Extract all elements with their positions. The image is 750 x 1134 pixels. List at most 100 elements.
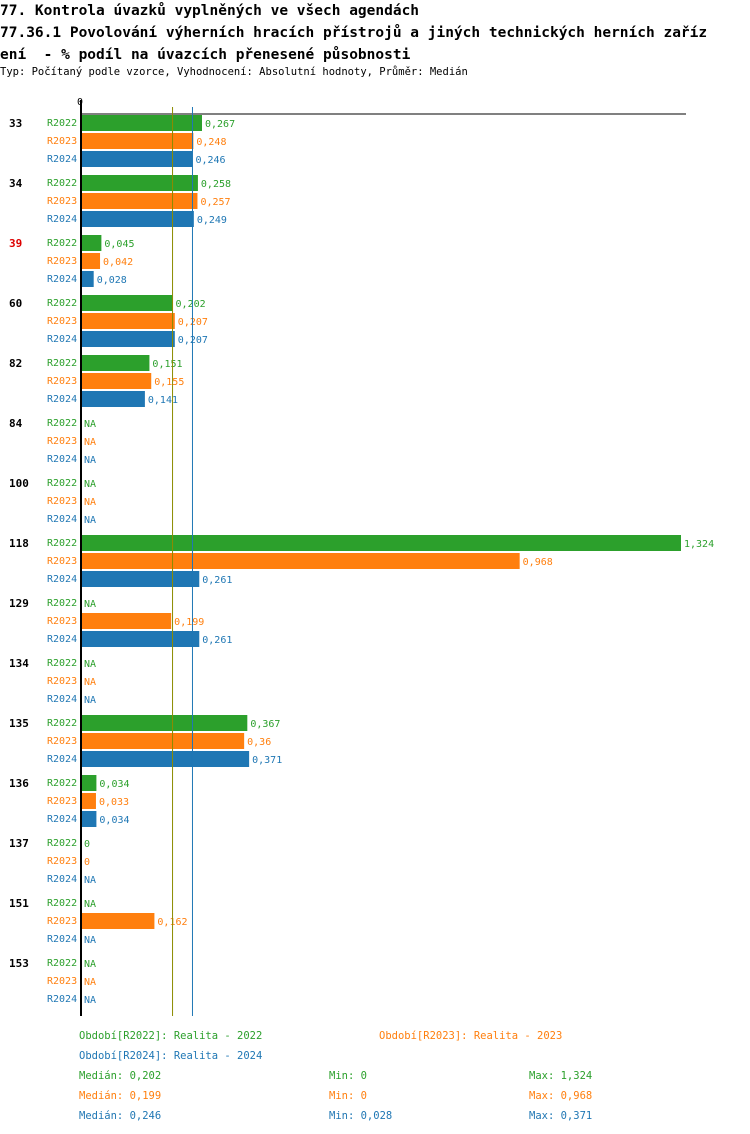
bar-136-r2022 <box>81 775 97 791</box>
data-label-137-r2022: 0 <box>84 839 90 850</box>
series-label-r2022: R2022 <box>47 298 77 309</box>
data-label-33-r2024: 0,246 <box>195 155 225 166</box>
series-label-r2023: R2023 <box>47 556 77 567</box>
category-label-129: 129 <box>9 597 29 610</box>
data-label-153-r2023: NA <box>84 977 96 988</box>
data-label-100-r2024: NA <box>84 515 96 526</box>
bar-60-r2023 <box>81 313 175 329</box>
data-label-136-r2024: 0,034 <box>99 815 129 826</box>
data-label-137-r2024: NA <box>84 875 96 886</box>
category-label-60: 60 <box>9 297 22 310</box>
data-label-135-r2024: 0,371 <box>252 755 282 766</box>
stat-median-r2023: Medián: 0,199 <box>79 1090 162 1102</box>
bar-33-r2023 <box>81 133 194 149</box>
bar-118-r2022 <box>81 535 681 551</box>
series-label-r2024: R2024 <box>47 994 77 1005</box>
chart-subtitle: Typ: Počítaný podle vzorce, Vyhodnocení:… <box>0 66 468 78</box>
category-label-136: 136 <box>9 777 29 790</box>
data-label-129-r2024: 0,261 <box>202 635 232 646</box>
series-label-r2023: R2023 <box>47 496 77 507</box>
data-label-137-r2023: 0 <box>84 857 90 868</box>
series-label-r2023: R2023 <box>47 316 77 327</box>
bar-82-r2022 <box>81 355 150 371</box>
data-label-39-r2022: 0,045 <box>104 239 134 250</box>
series-label-r2023: R2023 <box>47 856 77 867</box>
bar-136-r2023 <box>81 793 96 809</box>
data-label-118-r2024: 0,261 <box>202 575 232 586</box>
bar-39-r2022 <box>81 235 102 251</box>
series-label-r2024: R2024 <box>47 514 77 525</box>
bar-129-r2024 <box>81 631 200 647</box>
data-label-153-r2024: NA <box>84 995 96 1006</box>
data-label-129-r2022: NA <box>84 599 96 610</box>
series-label-r2023: R2023 <box>47 136 77 147</box>
bar-135-r2024 <box>81 751 250 767</box>
bar-34-r2022 <box>81 175 198 191</box>
legend-r2024: Období[R2024]: Realita - 2024 <box>79 1050 263 1062</box>
bar-82-r2024 <box>81 391 145 407</box>
bar-151-r2023 <box>81 913 155 929</box>
bar-82-r2023 <box>81 373 152 389</box>
category-label-82: 82 <box>9 357 22 370</box>
series-label-r2022: R2022 <box>47 538 77 549</box>
category-label-151: 151 <box>9 897 29 910</box>
chart-title-line-2: 77.36.1 Povolování výherních hracích pří… <box>0 25 708 41</box>
series-label-r2024: R2024 <box>47 334 77 345</box>
bar-39-r2024 <box>81 271 94 287</box>
series-label-r2023: R2023 <box>47 376 77 387</box>
series-label-r2022: R2022 <box>47 658 77 669</box>
bar-118-r2024 <box>81 571 200 587</box>
stat-max-r2024: Max: 0,371 <box>529 1110 593 1122</box>
category-label-118: 118 <box>9 537 29 550</box>
stat-median-r2022: Medián: 0,202 <box>79 1070 162 1082</box>
series-label-r2023: R2023 <box>47 736 77 747</box>
data-label-34-r2023: 0,257 <box>200 197 230 208</box>
data-label-135-r2023: 0,36 <box>247 737 271 748</box>
series-label-r2023: R2023 <box>47 916 77 927</box>
data-label-39-r2023: 0,042 <box>103 257 133 268</box>
series-label-r2023: R2023 <box>47 616 77 627</box>
chart-title-line-3: ení - % podíl na úvazcích přenesené půso… <box>0 47 411 63</box>
series-label-r2023: R2023 <box>47 796 77 807</box>
series-label-r2024: R2024 <box>47 394 77 405</box>
data-label-33-r2022: 0,267 <box>205 119 235 130</box>
data-label-134-r2023: NA <box>84 677 96 688</box>
category-label-39: 39 <box>9 237 22 250</box>
series-label-r2022: R2022 <box>47 118 77 129</box>
series-label-r2024: R2024 <box>47 634 77 645</box>
data-label-100-r2023: NA <box>84 497 96 508</box>
data-label-118-r2023: 0,968 <box>523 557 553 568</box>
data-label-151-r2024: NA <box>84 935 96 946</box>
bar-34-r2023 <box>81 193 198 209</box>
bar-33-r2022 <box>81 115 202 131</box>
category-label-134: 134 <box>9 657 29 670</box>
data-label-118-r2022: 1,324 <box>684 539 714 550</box>
data-label-34-r2024: 0,249 <box>197 215 227 226</box>
series-label-r2024: R2024 <box>47 214 77 225</box>
series-label-r2024: R2024 <box>47 874 77 885</box>
data-label-84-r2024: NA <box>84 455 96 466</box>
data-label-34-r2022: 0,258 <box>201 179 231 190</box>
category-label-33: 33 <box>9 117 22 130</box>
data-label-82-r2024: 0,141 <box>148 395 178 406</box>
series-label-r2022: R2022 <box>47 898 77 909</box>
series-label-r2024: R2024 <box>47 814 77 825</box>
series-label-r2022: R2022 <box>47 358 77 369</box>
category-label-84: 84 <box>9 417 23 430</box>
data-label-84-r2023: NA <box>84 437 96 448</box>
bar-60-r2022 <box>81 295 173 311</box>
stat-min-r2022: Min: 0 <box>329 1070 367 1082</box>
stat-min-r2023: Min: 0 <box>329 1090 367 1102</box>
data-label-134-r2022: NA <box>84 659 96 670</box>
data-label-151-r2022: NA <box>84 899 96 910</box>
category-label-100: 100 <box>9 477 29 490</box>
stat-max-r2023: Max: 0,968 <box>529 1090 593 1102</box>
chart-title-line-1: 77. Kontrola úvazků vyplněných ve všech … <box>0 3 420 19</box>
series-label-r2022: R2022 <box>47 838 77 849</box>
bar-136-r2024 <box>81 811 97 827</box>
series-label-r2024: R2024 <box>47 754 77 765</box>
category-label-153: 153 <box>9 957 29 970</box>
series-label-r2022: R2022 <box>47 718 77 729</box>
data-label-33-r2023: 0,248 <box>196 137 226 148</box>
